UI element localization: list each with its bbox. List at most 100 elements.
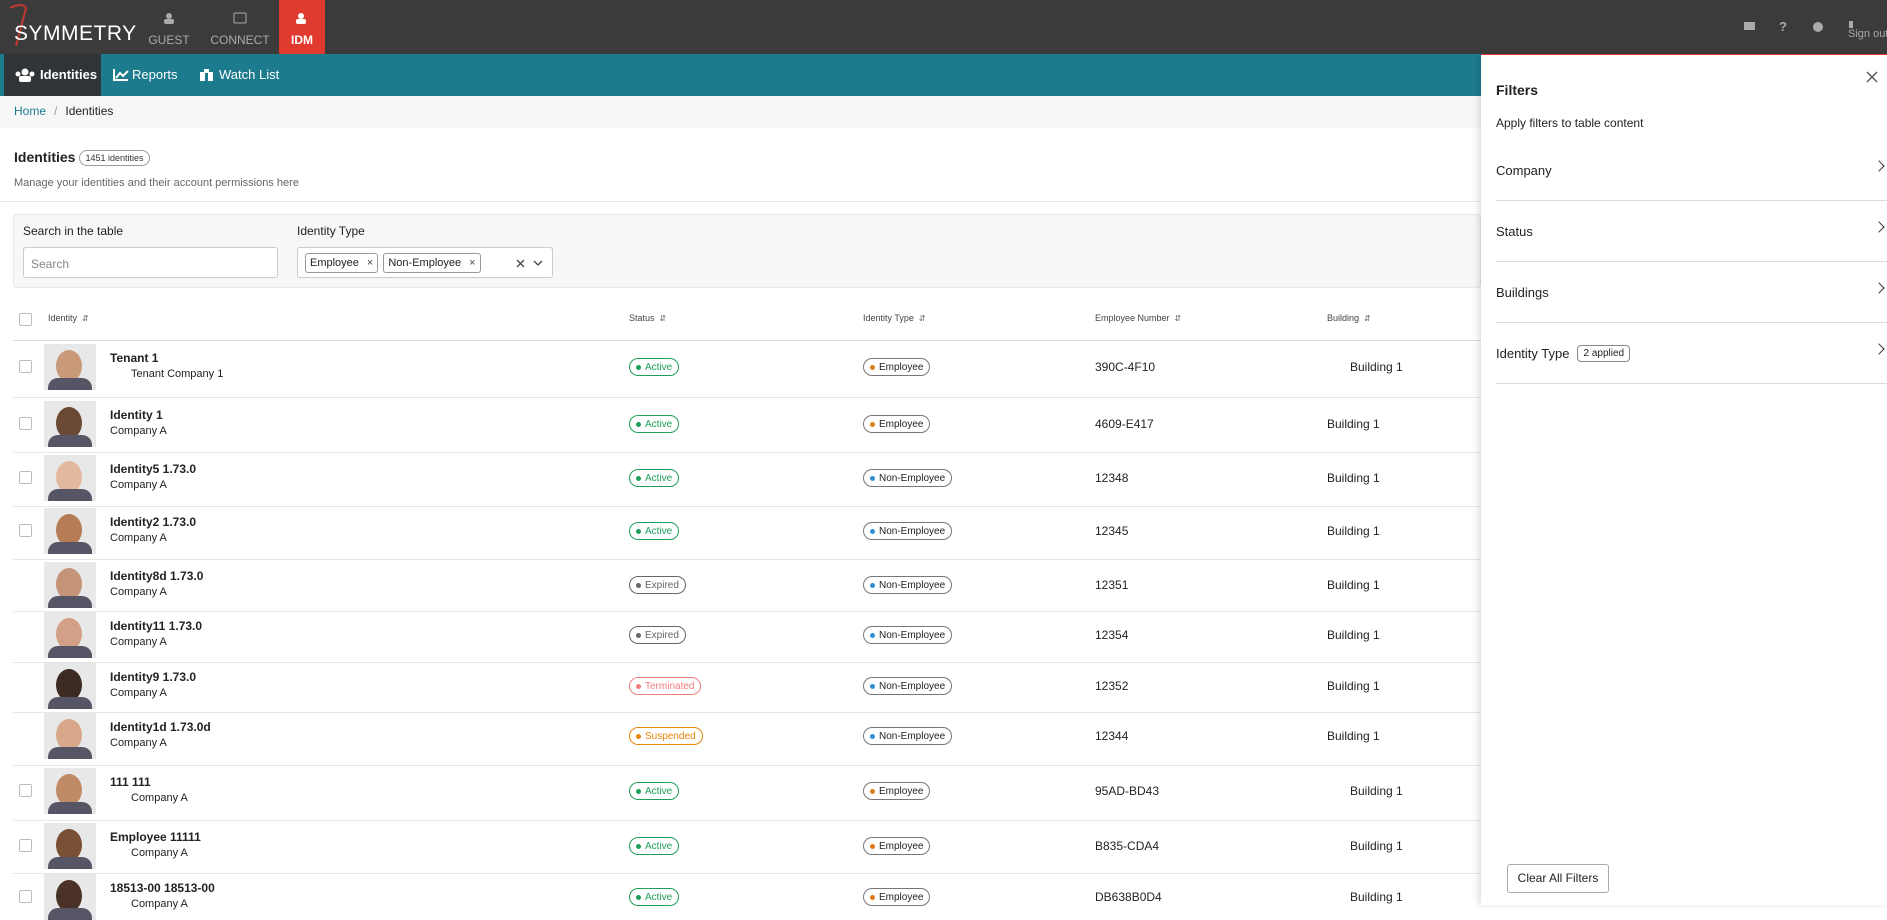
identity-name[interactable]: 111 111 <box>110 775 151 789</box>
employee-number: 12345 <box>1095 524 1129 538</box>
avatar <box>44 823 96 869</box>
status-dot <box>636 632 641 638</box>
header-line <box>13 340 1481 341</box>
shoulders <box>48 908 92 920</box>
clear-filters-button[interactable]: Clear All Filters <box>1507 864 1609 893</box>
svg-text:?: ? <box>1779 20 1787 34</box>
search-label: Search in the table <box>23 224 124 238</box>
logo[interactable]: SYMMETRY <box>14 22 137 45</box>
column-header[interactable]: Status ⇵ <box>629 313 666 323</box>
separator: / <box>54 104 58 118</box>
status-label: Active <box>645 418 673 430</box>
chip[interactable]: Employee × <box>305 253 379 273</box>
type-dot <box>870 421 875 427</box>
column-label: Status <box>629 313 655 323</box>
chip-label: Employee <box>310 257 359 269</box>
identity-name[interactable]: 18513-00 18513-00 <box>110 881 215 895</box>
chip[interactable]: Non-Employee × <box>383 253 481 273</box>
nav-reports[interactable]: Reports <box>113 54 178 96</box>
face <box>56 719 82 751</box>
filter-section[interactable]: Status <box>1496 201 1887 262</box>
column-header[interactable]: Employee Number ⇵ <box>1095 313 1181 323</box>
identity-company: Company A <box>131 847 188 859</box>
nav-identities[interactable]: Identities <box>4 54 101 96</box>
column-label: Building <box>1327 313 1360 323</box>
row-checkbox[interactable] <box>19 839 32 852</box>
type-pill: Employee <box>863 782 931 800</box>
nav-label: Reports <box>132 67 178 82</box>
chip-remove[interactable]: × <box>366 257 374 269</box>
status-dot <box>636 733 641 739</box>
row-divider <box>13 611 1481 612</box>
filter-section[interactable]: Buildings <box>1496 262 1887 323</box>
avatar <box>44 874 96 920</box>
row-checkbox[interactable] <box>19 360 32 373</box>
header-checkbox[interactable] <box>19 313 32 326</box>
identity-name[interactable]: Identity 1 <box>110 408 163 422</box>
employee-number: 12344 <box>1095 729 1129 743</box>
type-pill: Non-Employee <box>863 469 953 487</box>
row-checkbox[interactable] <box>19 784 32 797</box>
page-title: Identities 1451 identities <box>14 149 150 167</box>
count-badge: 1451 identities <box>79 150 150 167</box>
column-header[interactable]: Building ⇵ <box>1327 313 1371 323</box>
breadcrumb: Home / Identities <box>14 104 113 118</box>
row-checkbox[interactable] <box>19 524 32 537</box>
identity-name[interactable]: Identity5 1.73.0 <box>110 462 197 476</box>
identity-name[interactable]: Employee 11111 <box>110 830 201 844</box>
identity-company: Company A <box>131 898 188 910</box>
face <box>56 407 82 439</box>
type-dot <box>870 582 875 588</box>
identity-name[interactable]: Identity8d 1.73.0 <box>110 569 204 583</box>
crumb-home[interactable]: Home <box>14 104 47 118</box>
row-checkbox[interactable] <box>19 890 32 903</box>
row-divider <box>13 559 1481 560</box>
identity-name[interactable]: Identity1d 1.73.0d <box>110 720 211 734</box>
select-controls[interactable] <box>516 258 546 270</box>
header-icons[interactable]: ? <box>1743 20 1853 34</box>
column-header[interactable]: Identity Type ⇵ <box>863 313 926 323</box>
type-dot <box>870 632 875 638</box>
panel-subtitle: Apply filters to table content <box>1496 116 1644 130</box>
app-guest[interactable]: GUEST <box>141 0 197 54</box>
status-dot <box>636 475 641 481</box>
app-idm[interactable]: IDM <box>279 0 325 54</box>
building: Building 1 <box>1327 578 1380 592</box>
row-checkbox[interactable] <box>19 417 32 430</box>
column-header[interactable]: Identity ⇵ <box>48 313 89 323</box>
column-label: Employee Number <box>1095 313 1170 323</box>
search-input[interactable]: Search <box>23 247 278 278</box>
filter-section[interactable]: Identity Type 2 applied <box>1496 323 1887 384</box>
chevron <box>1873 221 1885 233</box>
nav-watch-list[interactable]: Watch List <box>199 54 279 96</box>
chevron <box>1873 160 1885 172</box>
nav-label: Identities <box>40 67 98 82</box>
filter-section[interactable]: Company <box>1496 140 1887 201</box>
identity-name[interactable]: Identity11 1.73.0 <box>110 619 203 633</box>
avatar <box>44 401 96 447</box>
close-button[interactable] <box>1866 71 1878 83</box>
face <box>56 669 82 701</box>
type-dot <box>870 843 875 849</box>
identity-name[interactable]: Identity9 1.73.0 <box>110 670 197 684</box>
status-label: Expired <box>645 629 679 641</box>
identity-name[interactable]: Tenant 1 <box>110 351 159 365</box>
chevron <box>1873 282 1885 294</box>
type-label: Employee <box>879 418 924 430</box>
icon <box>113 69 129 81</box>
face <box>56 514 82 546</box>
shoulders <box>48 857 92 869</box>
status-dot <box>636 683 641 689</box>
type-pill: Non-Employee <box>863 677 953 695</box>
type-label: Non-Employee <box>879 730 946 742</box>
face <box>56 829 82 861</box>
type-pill: Non-Employee <box>863 626 953 644</box>
avatar <box>44 508 96 554</box>
chip-remove[interactable]: × <box>469 257 476 269</box>
sign-out[interactable]: Sign out <box>1848 28 1887 40</box>
identity-name[interactable]: Identity2 1.73.0 <box>110 515 197 529</box>
row-checkbox[interactable] <box>19 471 32 484</box>
app-connect[interactable]: CONNECT <box>210 0 270 54</box>
status-pill: Active <box>629 415 680 433</box>
type-select[interactable]: Employee × Non-Employee × <box>297 247 553 278</box>
